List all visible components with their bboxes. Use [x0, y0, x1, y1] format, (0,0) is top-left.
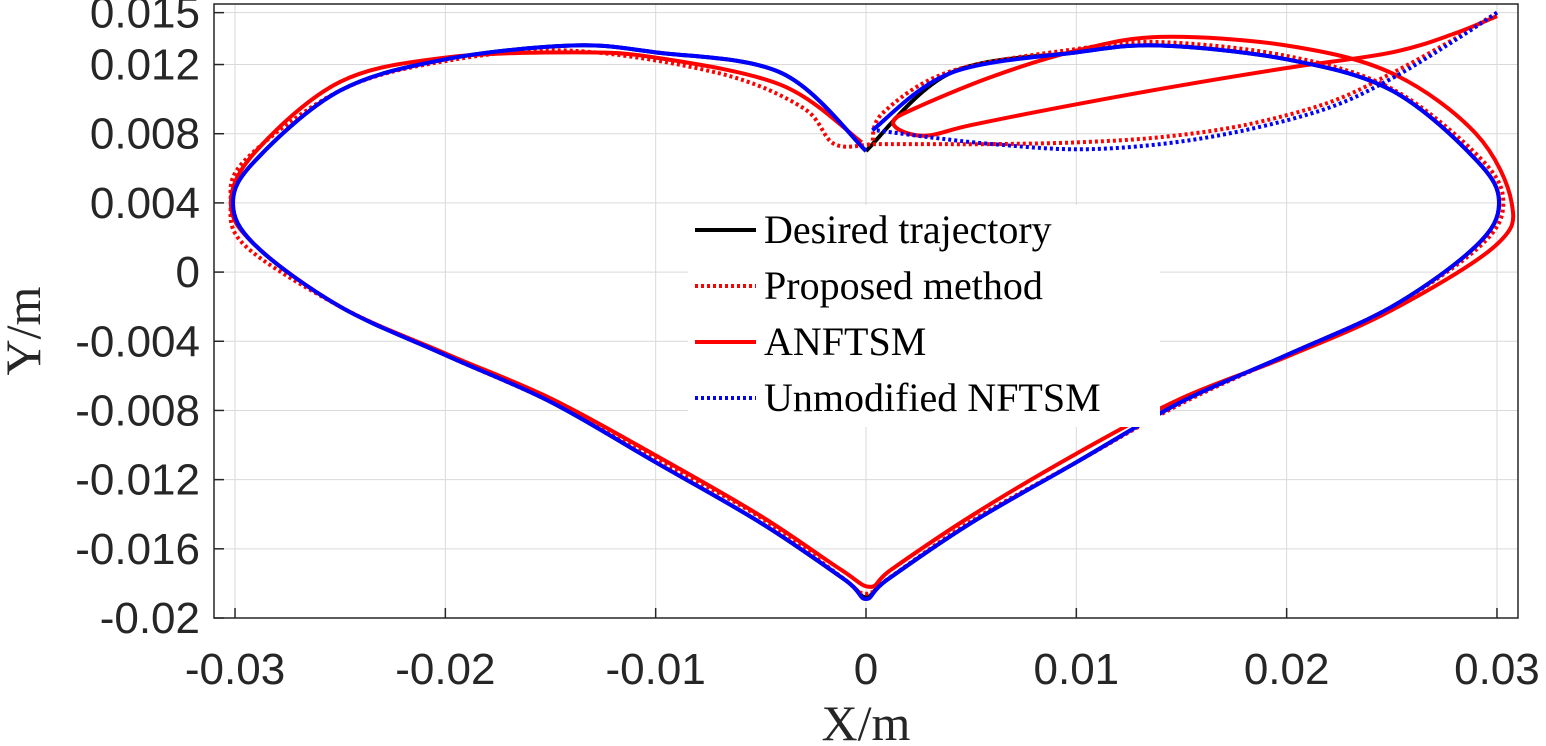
y-tick-label: -0.012	[75, 456, 200, 505]
x-tick-label: 0.03	[1454, 645, 1540, 694]
y-tick-label: -0.02	[100, 594, 200, 643]
series-line-proposed-method-1	[228, 10, 1506, 596]
y-tick-label: 0.008	[90, 110, 200, 159]
y-tick-label: 0.012	[90, 41, 200, 90]
legend-label: ANFTSM	[764, 319, 926, 364]
x-tick-label: -0.03	[185, 645, 285, 694]
legend-box	[688, 205, 1160, 427]
x-tick-label: 0	[854, 645, 878, 694]
series-layer	[228, 10, 1516, 601]
y-tick-label: 0.004	[90, 179, 200, 228]
x-tick-label: -0.01	[606, 645, 706, 694]
y-tick-label: 0.015	[90, 0, 200, 38]
legend-label: Proposed method	[764, 263, 1043, 308]
y-tick-label: -0.004	[75, 317, 200, 366]
y-tick-label: -0.008	[75, 386, 200, 435]
x-axis-label: X/m	[822, 695, 911, 746]
series-line-unmodified-nftsm-4	[230, 43, 1502, 601]
x-tick-label: 0.02	[1244, 645, 1330, 694]
y-tick-label: 0	[176, 248, 200, 297]
y-tick-label: -0.016	[75, 525, 200, 574]
legend: Desired trajectory Proposed method ANFTSM U…	[688, 205, 1160, 427]
x-tick-label: 0.01	[1034, 645, 1120, 694]
series-line-unmodified-nftsm-3	[876, 10, 1499, 152]
x-axis-ticks: -0.03 -0.02 -0.01 0 0.01 0.02 0.03	[185, 608, 1540, 694]
legend-label: Desired trajectory	[764, 207, 1052, 252]
x-tick-label: -0.02	[395, 645, 495, 694]
y-axis-label: Y/m	[0, 286, 51, 375]
legend-label: Unmodified NFTSM	[764, 375, 1101, 420]
